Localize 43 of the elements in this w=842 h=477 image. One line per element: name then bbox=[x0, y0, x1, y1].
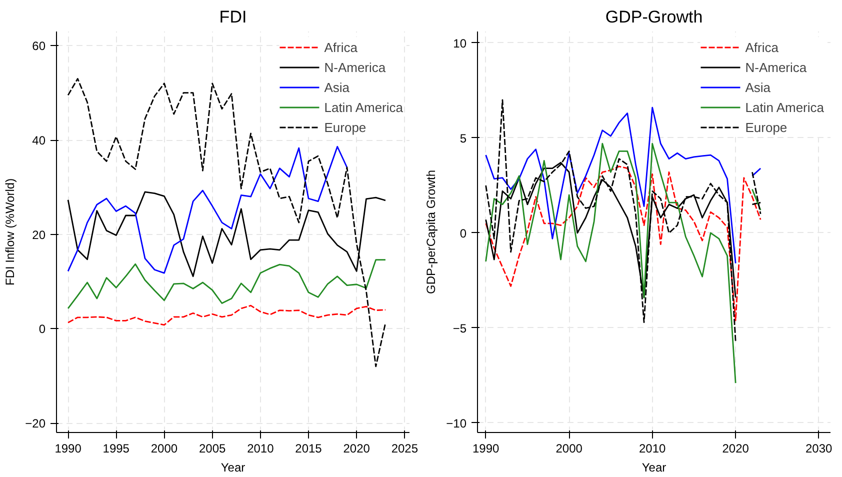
y-tick-label: 0 bbox=[38, 322, 46, 336]
x-tick-label: 2020 bbox=[722, 442, 750, 456]
chart-title: FDI bbox=[219, 8, 247, 26]
x-tick-label: 2010 bbox=[638, 442, 666, 456]
x-tick-label: 2000 bbox=[556, 442, 583, 456]
legend-label: Latin America bbox=[745, 100, 824, 114]
x-axis-title: Year bbox=[220, 460, 246, 474]
legend-label: N-America bbox=[745, 60, 807, 74]
x-tick-label: 1990 bbox=[472, 442, 500, 456]
legend-label: Asia bbox=[324, 80, 350, 94]
y-tick-label: 5 bbox=[460, 131, 467, 146]
y-tick-label: −20 bbox=[25, 416, 46, 431]
legend-label: Asia bbox=[745, 80, 771, 94]
x-tick-label: 2000 bbox=[150, 442, 178, 456]
chart-title: GDP-Growth bbox=[605, 8, 703, 26]
x-tick-label: 2005 bbox=[198, 442, 226, 456]
x-tick-label: 2020 bbox=[343, 442, 370, 456]
line-series bbox=[67, 304, 386, 326]
y-tick-label: −10 bbox=[446, 416, 467, 430]
y-tick-label: 0 bbox=[460, 226, 467, 240]
x-tick-label: 2010 bbox=[247, 442, 274, 456]
line-series bbox=[67, 259, 386, 310]
y-tick-label: −5 bbox=[452, 321, 467, 336]
legend-label: Africa bbox=[745, 40, 778, 54]
x-axis-title: Year bbox=[642, 460, 666, 474]
x-tick-label: 2030 bbox=[805, 442, 833, 456]
y-axis-title: GDP-perCapita Growth bbox=[424, 170, 438, 294]
legend-label: Europe bbox=[745, 120, 788, 134]
y-tick-label: 60 bbox=[32, 39, 46, 54]
line-series bbox=[485, 166, 762, 322]
y-tick-label: 40 bbox=[32, 134, 46, 148]
legend-label: Africa bbox=[324, 40, 358, 54]
x-tick-label: 2025 bbox=[391, 442, 418, 456]
y-tick-label: 20 bbox=[32, 228, 46, 242]
y-tick-label: 10 bbox=[453, 36, 467, 50]
x-tick-label: 1995 bbox=[102, 442, 130, 456]
legend-label: N-America bbox=[324, 60, 386, 74]
x-tick-label: 2015 bbox=[295, 442, 322, 456]
line-series bbox=[67, 146, 348, 274]
legend-label: Latin America bbox=[324, 100, 403, 114]
x-tick-label: 1990 bbox=[54, 442, 82, 456]
legend-label: Europe bbox=[324, 120, 366, 134]
y-axis-title: FDI Inflow (%World) bbox=[3, 178, 18, 286]
